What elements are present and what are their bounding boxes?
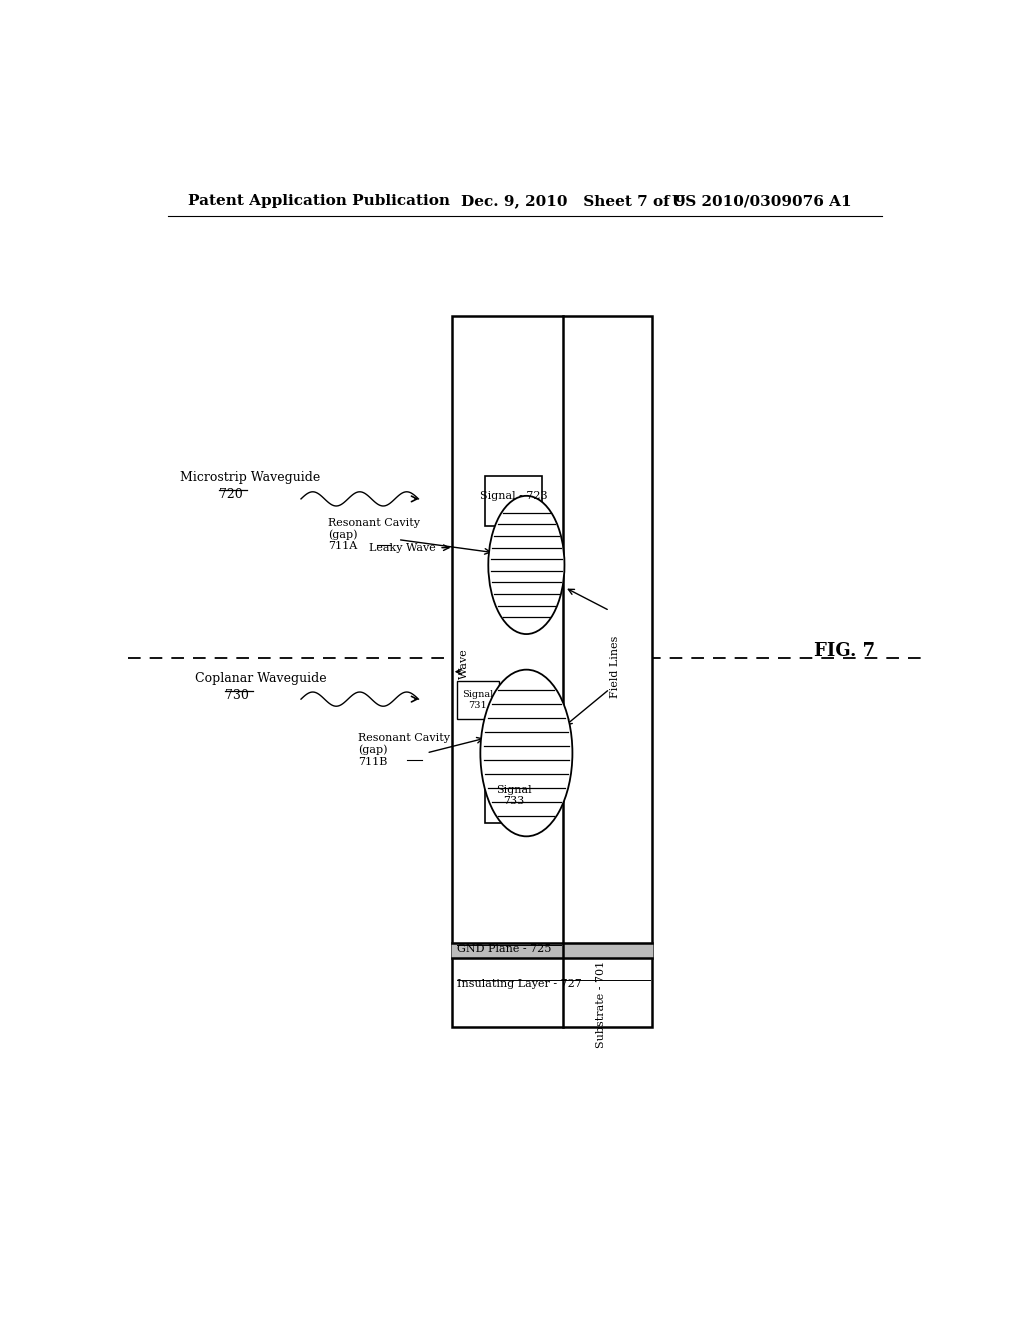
Text: Coplanar Waveguide: Coplanar Waveguide [196, 672, 327, 685]
Bar [458, 681, 499, 719]
Bar [485, 775, 543, 824]
Text: Insulating Layer - 727: Insulating Layer - 727 [458, 978, 582, 989]
Bar [452, 315, 651, 1027]
Text: Signal
731: Signal 731 [463, 690, 494, 710]
Text: Patent Application Publication: Patent Application Publication [187, 194, 450, 209]
Text: Leaky Wave: Leaky Wave [460, 649, 469, 717]
Text: Leaky Wave: Leaky Wave [370, 543, 436, 553]
Ellipse shape [480, 669, 572, 837]
Text: Resonant Cavity
(gap)
711A: Resonant Cavity (gap) 711A [328, 517, 420, 552]
Text: Signal - 723: Signal - 723 [480, 491, 548, 500]
Text: Resonant Cavity
(gap)
711B: Resonant Cavity (gap) 711B [358, 733, 451, 767]
Text: Dec. 9, 2010   Sheet 7 of 9: Dec. 9, 2010 Sheet 7 of 9 [461, 194, 686, 209]
Text: 720: 720 [219, 487, 243, 500]
Text: Signal
733: Signal 733 [496, 785, 531, 807]
Text: Field Lines: Field Lines [609, 635, 620, 698]
Text: US 2010/0309076 A1: US 2010/0309076 A1 [672, 194, 851, 209]
Text: Microstrip Waveguide: Microstrip Waveguide [179, 471, 319, 483]
Ellipse shape [488, 496, 564, 634]
Text: 730: 730 [225, 689, 249, 702]
Text: Substrate - 701: Substrate - 701 [596, 961, 606, 1048]
Text: GND Plane - 725: GND Plane - 725 [458, 944, 552, 954]
Text: FIG. 7: FIG. 7 [814, 643, 876, 660]
Bar [485, 475, 543, 527]
